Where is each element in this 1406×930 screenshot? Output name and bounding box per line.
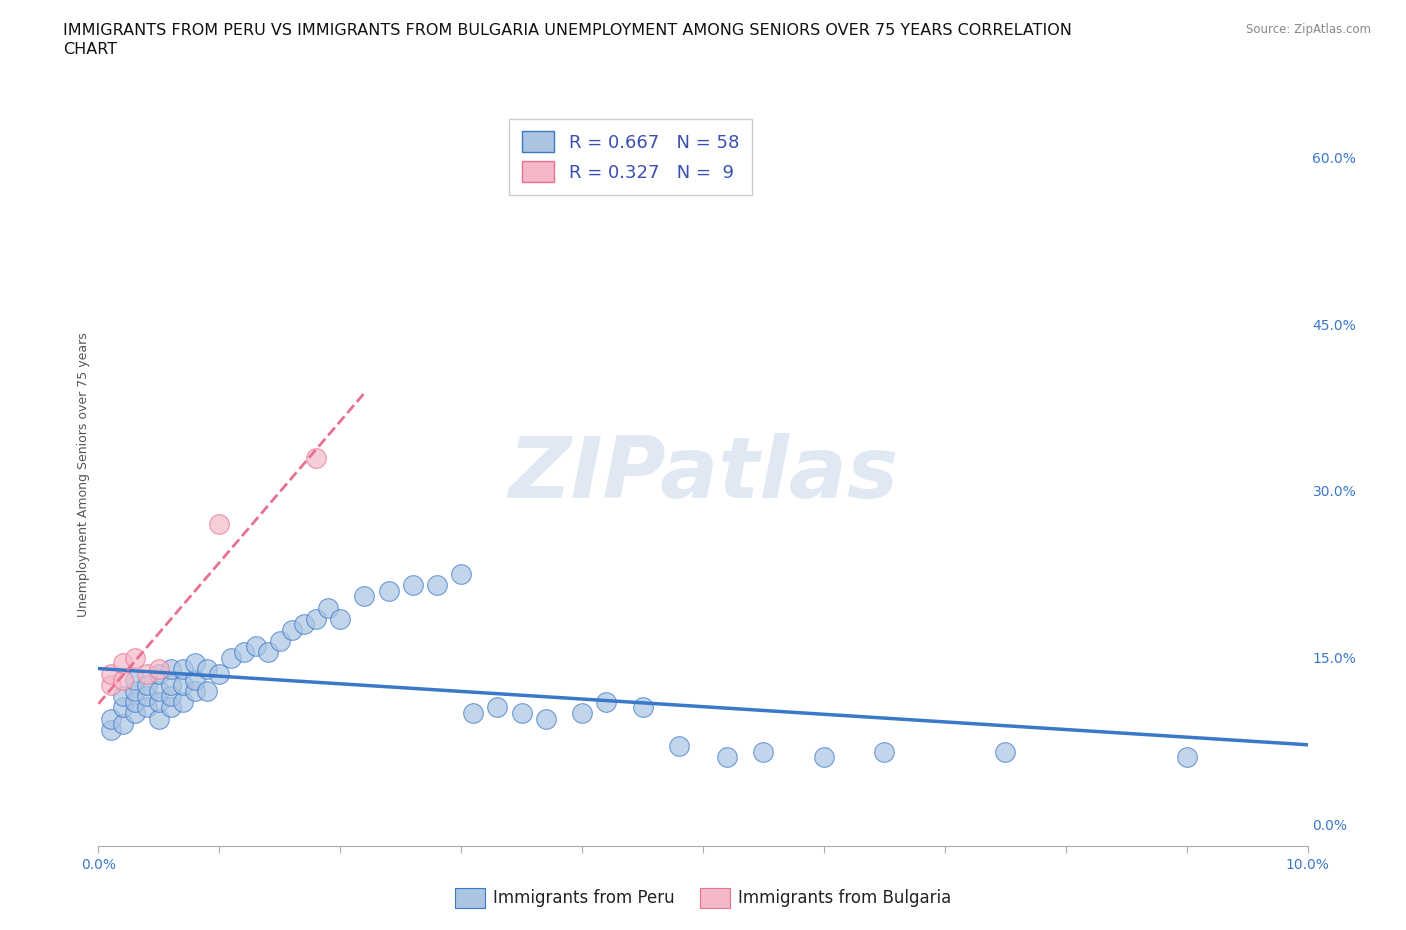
Point bbox=[100, 678, 122, 693]
Point bbox=[195, 661, 218, 676]
Point bbox=[256, 644, 278, 659]
Point bbox=[450, 566, 472, 581]
Point bbox=[148, 711, 170, 726]
Point bbox=[631, 700, 654, 715]
Point bbox=[124, 706, 146, 721]
Point bbox=[172, 695, 194, 710]
Point bbox=[160, 700, 183, 715]
Point bbox=[184, 656, 207, 671]
Point bbox=[160, 689, 183, 704]
Point bbox=[329, 611, 352, 626]
Text: IMMIGRANTS FROM PERU VS IMMIGRANTS FROM BULGARIA UNEMPLOYMENT AMONG SENIORS OVER: IMMIGRANTS FROM PERU VS IMMIGRANTS FROM … bbox=[63, 23, 1073, 38]
Point bbox=[245, 639, 267, 654]
Point bbox=[873, 745, 896, 760]
Point bbox=[813, 750, 835, 764]
Point bbox=[353, 589, 375, 604]
Point bbox=[281, 622, 304, 637]
Point bbox=[305, 450, 328, 465]
Point bbox=[292, 617, 315, 631]
Point bbox=[135, 700, 157, 715]
Point bbox=[100, 711, 122, 726]
Point bbox=[305, 611, 328, 626]
Legend: R = 0.667   N = 58, R = 0.327   N =  9: R = 0.667 N = 58, R = 0.327 N = 9 bbox=[509, 119, 752, 194]
Point bbox=[160, 678, 183, 693]
Point bbox=[534, 711, 557, 726]
Point bbox=[148, 667, 170, 682]
Point bbox=[221, 650, 243, 665]
Point bbox=[269, 633, 291, 648]
Point bbox=[316, 600, 339, 615]
Point bbox=[994, 745, 1017, 760]
Point bbox=[135, 689, 157, 704]
Point bbox=[510, 706, 533, 721]
Point bbox=[184, 672, 207, 687]
Point bbox=[195, 684, 218, 698]
Point bbox=[111, 717, 134, 732]
Point bbox=[100, 723, 122, 737]
Point bbox=[571, 706, 593, 721]
Point bbox=[208, 667, 231, 682]
Point bbox=[160, 661, 183, 676]
Point bbox=[111, 656, 134, 671]
Point bbox=[135, 678, 157, 693]
Point bbox=[148, 695, 170, 710]
Point bbox=[426, 578, 449, 592]
Point bbox=[111, 672, 134, 687]
Text: CHART: CHART bbox=[63, 42, 117, 57]
Point bbox=[668, 739, 690, 754]
Y-axis label: Unemployment Among Seniors over 75 years: Unemployment Among Seniors over 75 years bbox=[77, 332, 90, 617]
Point bbox=[124, 684, 146, 698]
Point bbox=[111, 700, 134, 715]
Point bbox=[124, 672, 146, 687]
Point bbox=[716, 750, 738, 764]
Point bbox=[124, 650, 146, 665]
Point bbox=[148, 684, 170, 698]
Point bbox=[402, 578, 425, 592]
Point bbox=[135, 667, 157, 682]
Point bbox=[377, 583, 399, 598]
Point bbox=[172, 678, 194, 693]
Point bbox=[1175, 750, 1198, 764]
Point bbox=[232, 644, 254, 659]
Point bbox=[752, 745, 775, 760]
Point bbox=[463, 706, 485, 721]
Point bbox=[111, 689, 134, 704]
Text: ZIPatlas: ZIPatlas bbox=[508, 432, 898, 516]
Point bbox=[486, 700, 509, 715]
Point bbox=[208, 517, 231, 532]
Text: Source: ZipAtlas.com: Source: ZipAtlas.com bbox=[1246, 23, 1371, 36]
Point bbox=[595, 695, 617, 710]
Point bbox=[148, 661, 170, 676]
Point bbox=[124, 695, 146, 710]
Point bbox=[184, 684, 207, 698]
Point bbox=[172, 661, 194, 676]
Legend: Immigrants from Peru, Immigrants from Bulgaria: Immigrants from Peru, Immigrants from Bu… bbox=[449, 882, 957, 914]
Point bbox=[100, 667, 122, 682]
